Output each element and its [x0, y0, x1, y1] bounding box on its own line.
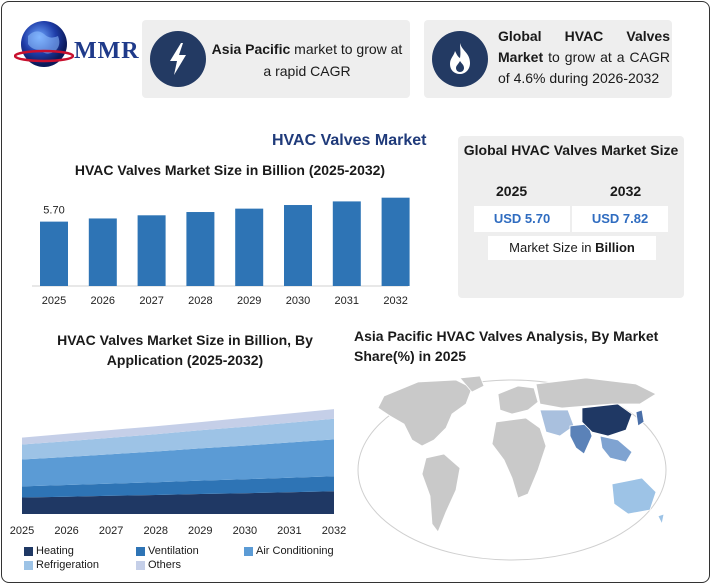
area-others	[22, 409, 334, 445]
bar-2029	[235, 208, 264, 286]
highlight-card-global: Global HVAC Valves Market to grow at a C…	[424, 20, 672, 98]
x-tick-label: 2027	[99, 525, 123, 537]
x-tick-label: 2032	[383, 295, 407, 307]
legend-swatch	[136, 546, 145, 556]
legend-item: Refrigeration	[24, 559, 99, 571]
panel-title: Global HVAC Valves Market Size	[463, 142, 679, 158]
x-tick-label: 2029	[188, 525, 212, 537]
australia	[611, 477, 657, 515]
card-text: Asia Pacific market to grow at a rapid C…	[211, 41, 403, 79]
world-map	[357, 375, 667, 561]
data-label: 7.82	[385, 190, 406, 193]
globe-icon	[13, 21, 75, 67]
legend-label: Refrigeration	[36, 559, 99, 571]
bar-chart-title: HVAC Valves Market Size in Billion (2025…	[74, 162, 386, 178]
main-title: HVAC Valves Market	[272, 132, 427, 149]
bar-2028	[186, 212, 215, 286]
japan	[635, 409, 645, 427]
logo-text: MMR	[74, 38, 140, 64]
area-heating	[22, 491, 334, 514]
area-chart: 2025 2026 2027 2028 2029 2030 2031 2032	[10, 409, 346, 537]
europe	[497, 385, 539, 415]
legend-swatch	[24, 560, 33, 570]
legend-label: Air Conditioning	[256, 545, 334, 557]
legend-swatch	[24, 546, 33, 556]
legend-label: Heating	[36, 545, 74, 557]
area-refrigeration	[22, 418, 334, 460]
area-air-conditioning	[22, 439, 334, 487]
x-tick-label: 2031	[277, 525, 301, 537]
bar-2031	[332, 201, 361, 286]
north-america	[377, 379, 473, 447]
x-tick-label: 2026	[54, 525, 78, 537]
greenland	[459, 375, 485, 393]
legend-swatch	[136, 560, 145, 570]
map-outline	[357, 379, 667, 561]
value-start: USD 5.70	[474, 206, 570, 232]
legend-label: Ventilation	[148, 545, 199, 557]
lightning-icon	[170, 43, 186, 75]
unit-label: Market Size in Billion	[488, 236, 656, 260]
highlight-card-asia: Asia Pacific market to grow at a rapid C…	[142, 20, 410, 98]
x-tick-label: 2027	[139, 295, 163, 307]
x-tick-label: 2031	[335, 295, 359, 307]
legend-item: Ventilation	[136, 545, 199, 557]
map-title: Asia Pacific HVAC Valves Analysis, By Ma…	[354, 328, 659, 364]
south-america	[421, 453, 461, 533]
card-text: Global HVAC Valves Market to grow at a C…	[498, 28, 670, 86]
bar-2027	[137, 215, 166, 286]
central-asia	[539, 409, 575, 437]
x-tick-label: 2025	[10, 525, 34, 537]
value-end: USD 7.82	[572, 206, 668, 232]
legend-item: Air Conditioning	[244, 545, 334, 557]
bar-2032	[381, 197, 410, 286]
area-ventilation	[22, 476, 334, 498]
bar-2030	[284, 205, 312, 286]
x-tick-label: 2026	[91, 295, 115, 307]
area-chart-title: HVAC Valves Market Size in Billion, By A…	[57, 332, 313, 368]
x-tick-label: 2030	[286, 295, 310, 307]
year-start: 2025	[496, 183, 528, 199]
year-end: 2032	[610, 183, 642, 199]
legend-item: Others	[136, 559, 181, 571]
x-tick-label: 2029	[237, 295, 261, 307]
china	[581, 403, 633, 437]
bar-2025	[40, 221, 68, 286]
legend-label: Others	[148, 559, 182, 571]
legend-swatch	[244, 546, 253, 556]
africa	[491, 417, 547, 499]
southeast-asia	[599, 435, 633, 463]
data-label: 5.70	[43, 205, 64, 217]
bar-2026	[88, 218, 117, 286]
badge	[150, 31, 206, 87]
mmr-logo: MMR	[13, 16, 139, 72]
x-tick-label: 2025	[42, 295, 66, 307]
new-zealand	[657, 513, 665, 526]
x-tick-label: 2032	[322, 525, 346, 537]
flame-icon	[450, 43, 470, 74]
bar-chart: 2025 5.70 2026 2027 2028 2029 2030 2031 2032 7.82	[32, 190, 410, 307]
x-tick-label: 2028	[143, 525, 167, 537]
x-tick-label: 2028	[188, 295, 212, 307]
badge	[432, 31, 488, 87]
legend-item: Heating	[24, 545, 74, 557]
summary-panel: Global HVAC Valves Market Size 2025 2032…	[458, 136, 684, 298]
x-tick-label: 2030	[233, 525, 257, 537]
russia	[535, 377, 657, 409]
